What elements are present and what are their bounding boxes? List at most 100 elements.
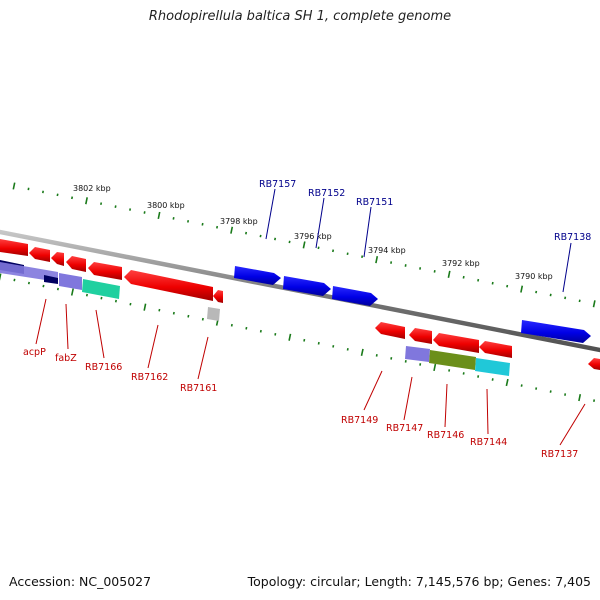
upper-callouts [265, 188, 572, 293]
lower-ruler-tick [535, 387, 538, 390]
kbp-label-3798: 3798 kbp [220, 217, 258, 226]
lower-ruler-tick [85, 293, 88, 297]
lower-ruler-tick [448, 369, 451, 372]
feature-bar-olive[interactable] [429, 350, 476, 370]
gene-label-rb7161[interactable]: RB7161 [180, 383, 217, 394]
gene-arrow-acpP-region[interactable] [29, 247, 50, 262]
kbp-label-3794: 3794 kbp [368, 246, 406, 255]
lower-ruler-tick [114, 299, 117, 303]
feature-bar-cyan[interactable] [475, 358, 510, 376]
gene-arrow-rb7161[interactable] [213, 290, 223, 303]
lower-ruler-tick [346, 348, 349, 351]
kbp-label-3792: 3792 kbp [442, 259, 480, 268]
feature-bar-lavender-1[interactable] [0, 262, 58, 282]
upper-ruler-tick [259, 234, 262, 238]
upper-ruler-tick [157, 211, 161, 220]
upper-ruler-tick [506, 284, 509, 288]
upper-ruler-tick [564, 296, 567, 300]
lower-ruler-tick [404, 360, 407, 363]
lower-ruler-tick [187, 314, 190, 318]
upper-ruler [12, 182, 596, 308]
gene-label-fabZ[interactable]: fabZ [55, 353, 77, 364]
lower-ruler-tick [158, 308, 161, 312]
lower-callouts [35, 298, 586, 446]
lower-ruler-tick [56, 287, 59, 291]
lower-ruler-tick [360, 348, 364, 356]
lower-ruler-tick [201, 317, 204, 321]
lower-ruler-tick [129, 302, 132, 306]
lower-ruler-tick [477, 375, 480, 378]
lower-ruler-tick [332, 345, 335, 348]
gene-arrow-rb7157[interactable] [234, 266, 281, 285]
gene-label-rb7152[interactable]: RB7152 [308, 188, 345, 199]
upper-ruler-tick [462, 275, 465, 279]
lower-ruler-tick [390, 357, 393, 360]
gene-label-rb7166[interactable]: RB7166 [85, 362, 122, 373]
lower-ruler-tick [303, 338, 306, 342]
gene-label-rb7151[interactable]: RB7151 [356, 197, 393, 208]
upper-ruler-tick [477, 278, 480, 282]
gene-label-rb7138[interactable]: RB7138 [554, 232, 591, 243]
lower-ruler-tick [100, 296, 103, 300]
gene-arrow-rb7152[interactable] [283, 276, 331, 296]
lower-ruler-tick [143, 303, 147, 311]
gene-label-rb7144[interactable]: RB7144 [470, 437, 507, 448]
gene-label-rb7147[interactable]: RB7147 [386, 423, 423, 434]
gene-arrow-rb7166[interactable] [88, 262, 122, 280]
lower-ruler-tick [433, 363, 437, 372]
forward-genes [234, 266, 591, 343]
gene-arrow-rb7144[interactable] [479, 341, 512, 358]
lower-ruler-tick [549, 390, 552, 393]
gene-arrow-rb7162[interactable] [124, 270, 213, 301]
lower-ruler-tick [27, 281, 30, 285]
gene-label-rb7149[interactable]: RB7149 [341, 415, 378, 426]
kbp-label-3790: 3790 kbp [515, 272, 553, 281]
reverse-genes [0, 239, 600, 370]
feature-bar-teal[interactable] [82, 279, 120, 299]
gene-label-rb7137[interactable]: RB7137 [541, 449, 578, 460]
upper-ruler-tick [71, 196, 74, 200]
upper-ruler-tick [302, 241, 306, 249]
gene-label-rb7157[interactable]: RB7157 [259, 179, 296, 190]
upper-ruler-tick [549, 293, 552, 297]
gene-label-rb7146[interactable]: RB7146 [427, 430, 464, 441]
gene-arrow-rb7151[interactable] [332, 286, 378, 306]
lower-ruler-tick [491, 378, 494, 381]
feature-bar-lavender-2[interactable] [59, 273, 82, 290]
upper-ruler-tick [85, 197, 88, 205]
lower-ruler [0, 273, 596, 402]
upper-ruler-tick [245, 231, 248, 235]
lower-ruler-tick [230, 323, 233, 327]
feature-bar-grey[interactable] [207, 307, 220, 321]
feature-bar-lavender-3[interactable] [405, 346, 430, 362]
lower-ruler-tick [70, 288, 74, 296]
upper-ruler-tick [274, 237, 277, 241]
lower-ruler-tick [317, 341, 320, 345]
upper-ruler-tick [143, 211, 146, 214]
genome-summary-text: Topology: circular; Length: 7,145,576 bp… [247, 574, 591, 589]
feature-bar-navy-2[interactable] [44, 275, 58, 284]
upper-ruler-tick [12, 182, 16, 190]
gene-arrow-rb7147[interactable] [409, 328, 432, 344]
upper-ruler-tick [578, 299, 581, 303]
gene-arrow-left-edge[interactable] [0, 239, 28, 256]
gene-label-rb7162[interactable]: RB7162 [131, 372, 168, 383]
gene-arrow-rb7138[interactable] [521, 320, 591, 343]
gene-arrow-rb7146[interactable] [433, 333, 479, 353]
lower-ruler-tick [245, 326, 248, 330]
gene-arrow-rb7149[interactable] [375, 322, 405, 339]
gene-arrow-rb7137[interactable] [588, 358, 600, 370]
upper-ruler-tick [288, 240, 291, 244]
ruler-labels: 3802 kbp 3800 kbp 3798 kbp 3796 kbp 3794… [73, 184, 553, 281]
gene-label-acpP[interactable]: acpP [23, 347, 46, 358]
upper-ruler-tick [129, 208, 132, 211]
accession-text: Accession: NC_005027 [9, 574, 152, 589]
upper-ruler-tick [230, 226, 234, 234]
upper-ruler-tick [375, 256, 379, 264]
lower-ruler-tick [0, 273, 2, 281]
upper-ruler-tick [592, 300, 596, 308]
upper-ruler-tick [520, 285, 524, 293]
gene-arrow-fabZ-region[interactable] [51, 252, 64, 266]
kbp-label-3802: 3802 kbp [73, 184, 111, 193]
gene-arrow-near-fabZ[interactable] [66, 256, 86, 272]
